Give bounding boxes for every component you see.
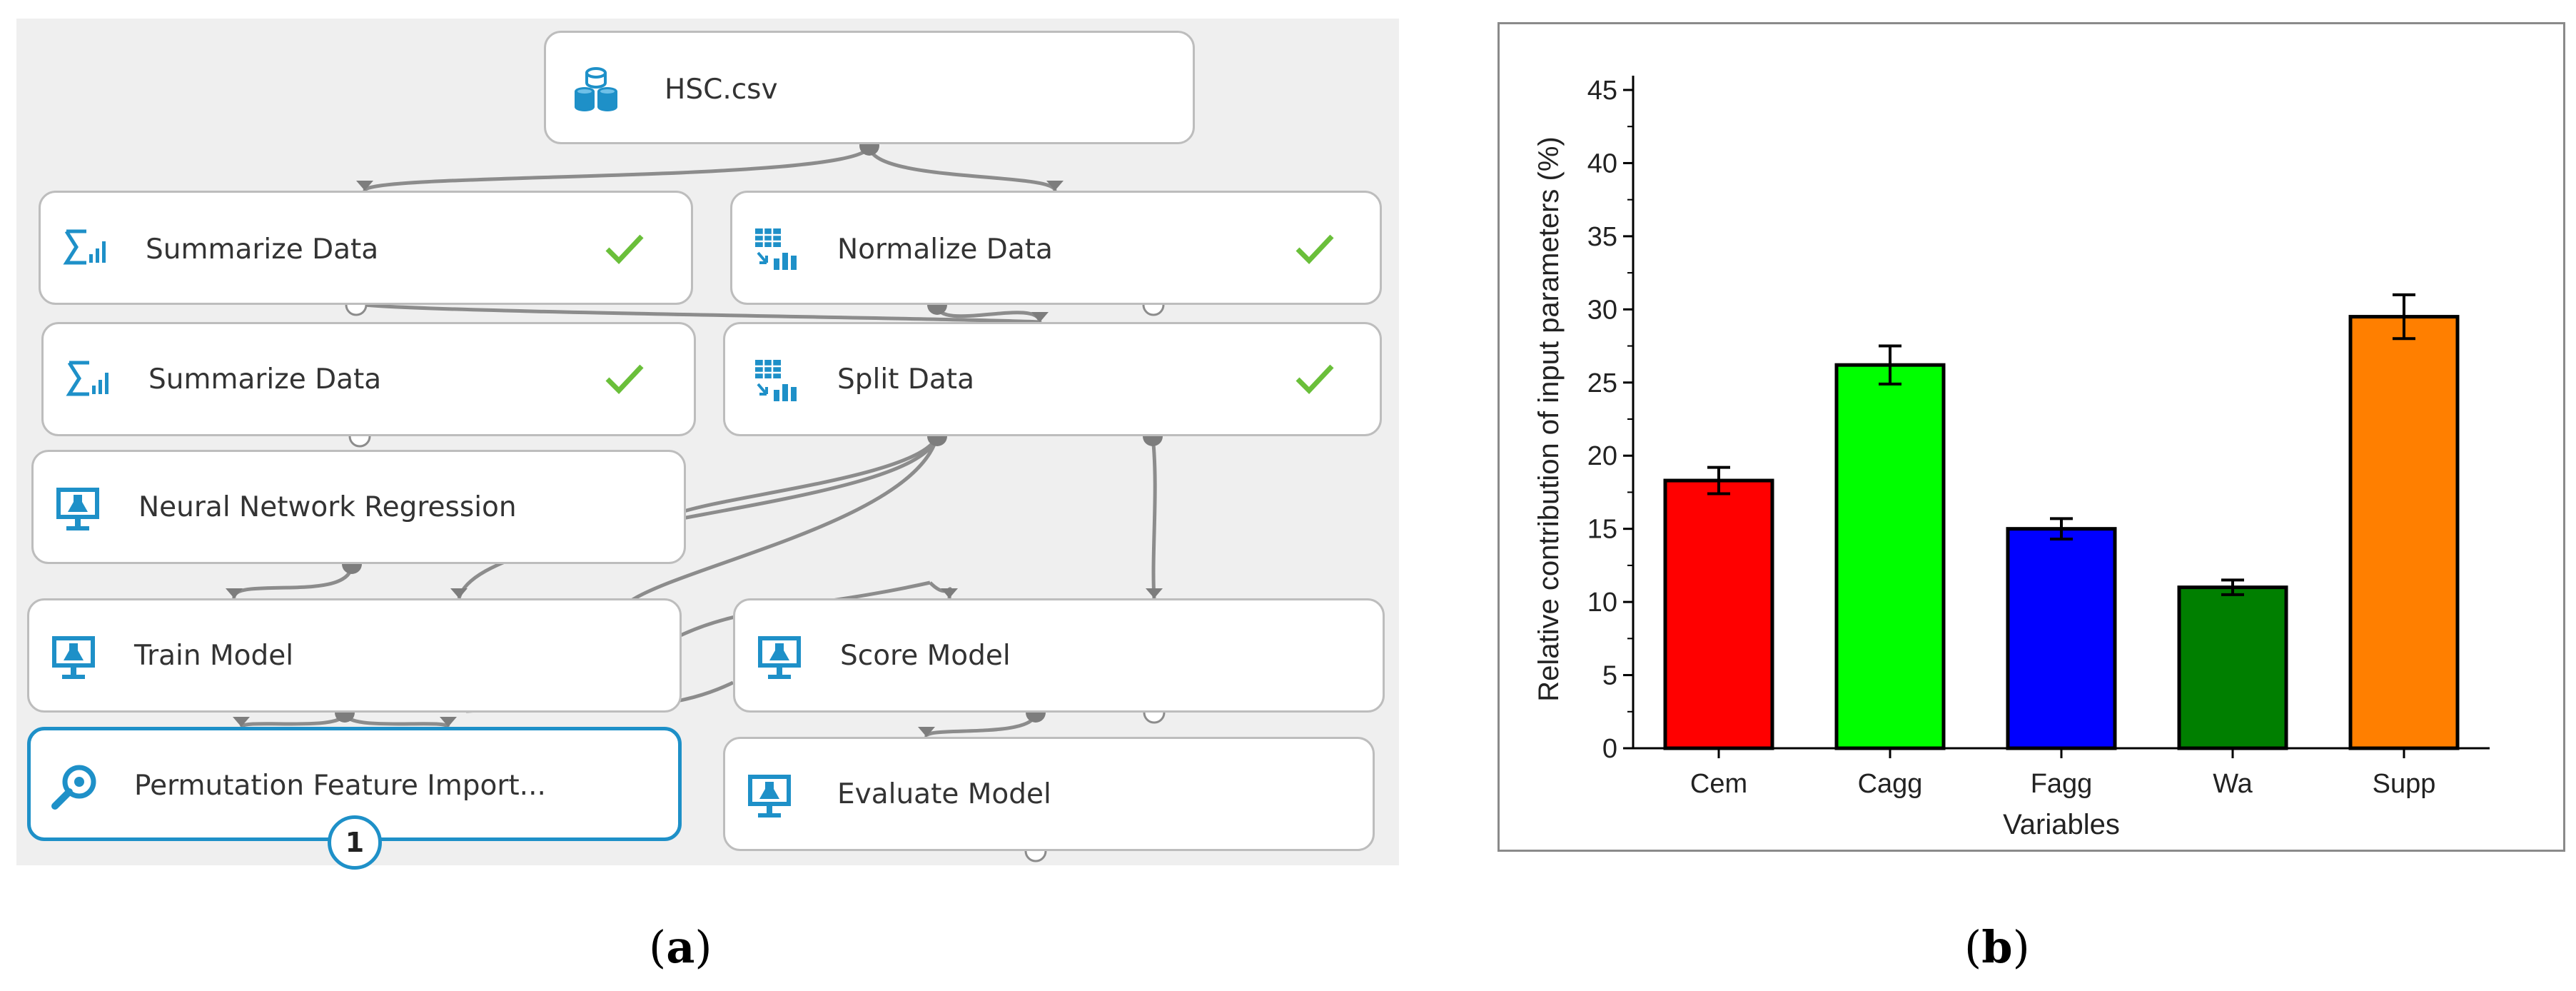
x-tick-label: Supp xyxy=(2373,769,2436,799)
bar-wa xyxy=(2177,585,2288,750)
check-icon xyxy=(1295,234,1334,265)
summarize-icon xyxy=(66,361,108,396)
node-label: Neural Network Regression xyxy=(138,491,517,523)
node-score-model[interactable]: Score Model xyxy=(733,598,1385,713)
y-tick-label: 10 xyxy=(1587,588,1617,618)
input-arrow xyxy=(226,588,243,598)
bar-cagg xyxy=(1834,363,1946,750)
node-normalize-data[interactable]: Normalize Data xyxy=(730,191,1382,305)
input-arrow xyxy=(918,727,935,737)
input-arrow xyxy=(1046,181,1064,191)
y-tick-label: 30 xyxy=(1587,295,1617,325)
node-label: Normalize Data xyxy=(837,233,1053,266)
input-arrow xyxy=(233,717,250,727)
x-tick-label: Wa xyxy=(2213,769,2253,799)
y-tick-label: 20 xyxy=(1587,441,1617,471)
y-tick-label: 15 xyxy=(1587,515,1617,545)
node-neural-network-regression[interactable]: Neural Network Regression xyxy=(31,450,686,564)
y-axis-title: Relative contribution of input parameter… xyxy=(1533,136,1565,701)
check-icon xyxy=(605,234,644,265)
node-hsc-csv[interactable]: HSC.csv xyxy=(544,31,1195,144)
input-arrow xyxy=(941,588,958,598)
connector-wire xyxy=(364,303,1041,324)
input-arrow xyxy=(450,588,468,598)
node-label: Summarize Data xyxy=(146,233,379,266)
magnifier-icon xyxy=(51,765,96,810)
caption-a: (a) xyxy=(649,921,712,973)
input-arrow xyxy=(1146,588,1163,598)
node-label: Summarize Data xyxy=(148,363,382,396)
flask-monitor-icon xyxy=(748,775,791,818)
bar-cem xyxy=(1663,478,1774,750)
dataset-icon xyxy=(575,67,617,111)
flask-monitor-icon xyxy=(56,488,99,530)
bar-chart: 0 5 10 15 20 25 30 35 40 45 Cem Cagg Fagg Wa Supp Varia… xyxy=(1533,76,2490,840)
input-arrow xyxy=(356,181,373,191)
node-label: HSC.csv xyxy=(665,74,778,106)
flask-monitor-icon xyxy=(52,636,95,679)
grid-transform-icon xyxy=(755,360,797,401)
bar-fagg xyxy=(2006,527,2117,750)
status-badge: 1 xyxy=(328,815,382,870)
connector-wire xyxy=(924,712,1038,739)
connector-wire xyxy=(343,712,450,729)
y-tick-label: 40 xyxy=(1587,149,1617,178)
flask-monitor-icon xyxy=(758,636,801,679)
y-tick-label: 25 xyxy=(1587,368,1617,398)
caption-b: (b) xyxy=(1964,921,2030,973)
y-tick-label: 0 xyxy=(1602,734,1617,764)
node-train-model[interactable]: Train Model xyxy=(27,598,682,713)
y-tick-label: 5 xyxy=(1602,661,1617,691)
check-icon xyxy=(1295,364,1334,395)
node-label: Score Model xyxy=(840,640,1011,672)
connector-wire xyxy=(232,563,354,599)
x-tick-label: Fagg xyxy=(2031,769,2093,799)
x-axis-title: Variables xyxy=(2003,809,2120,840)
connector-wire xyxy=(239,712,347,729)
bar-supp xyxy=(2348,315,2460,750)
grid-transform-icon xyxy=(755,228,797,270)
node-summarize-data-2[interactable]: Summarize Data xyxy=(41,322,696,436)
check-icon xyxy=(605,364,644,395)
x-tick-label: Cem xyxy=(1690,769,1747,799)
pipeline-canvas[interactable]: HSC.csv Summarize Data Normalize Data Su… xyxy=(16,19,1399,870)
input-arrow xyxy=(440,717,457,727)
connector-wire xyxy=(363,145,872,193)
summarize-icon xyxy=(63,229,106,265)
connector-wire xyxy=(867,145,1057,192)
node-split-data[interactable]: Split Data xyxy=(723,322,1382,436)
node-label: Train Model xyxy=(134,640,294,672)
node-evaluate-model[interactable]: Evaluate Model xyxy=(723,737,1375,851)
node-label: Split Data xyxy=(837,363,974,396)
y-tick-label: 35 xyxy=(1587,222,1617,252)
connector-wire xyxy=(1151,436,1157,599)
input-arrow xyxy=(1031,312,1049,322)
connector-wire xyxy=(457,436,939,599)
node-label: Permutation Feature Import... xyxy=(134,770,546,802)
node-label: Evaluate Model xyxy=(837,778,1051,810)
y-tick-label: 45 xyxy=(1587,76,1617,106)
node-summarize-data-1[interactable]: Summarize Data xyxy=(39,191,693,305)
x-tick-label: Cagg xyxy=(1858,769,1923,799)
